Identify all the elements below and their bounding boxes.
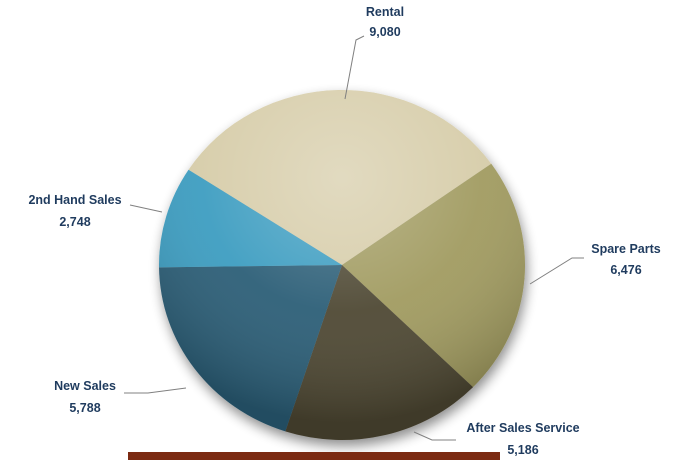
leader-line-2nd-hand-sales <box>129 204 163 213</box>
label-rental-name: Rental <box>366 5 404 19</box>
label-2nd-hand-sales-name: 2nd Hand Sales <box>28 193 121 207</box>
leader-line-rental <box>344 35 365 100</box>
label-after-sales-service-name: After Sales Service <box>466 421 579 435</box>
label-rental-value: 9,080 <box>369 25 400 39</box>
label-spare-parts-name: Spare Parts <box>591 242 661 256</box>
label-new-sales-name: New Sales <box>54 379 116 393</box>
label-spare-parts-value: 6,476 <box>610 263 641 277</box>
leader-line-spare-parts <box>529 257 584 285</box>
footer-bar <box>128 452 500 460</box>
leader-line-new-sales <box>124 387 187 394</box>
label-after-sales-service-value: 5,186 <box>507 443 538 457</box>
label-new-sales-value: 5,788 <box>69 401 100 415</box>
pie <box>159 89 526 441</box>
leader-line-after-sales-service <box>413 431 456 441</box>
label-2nd-hand-sales-value: 2,748 <box>59 215 90 229</box>
